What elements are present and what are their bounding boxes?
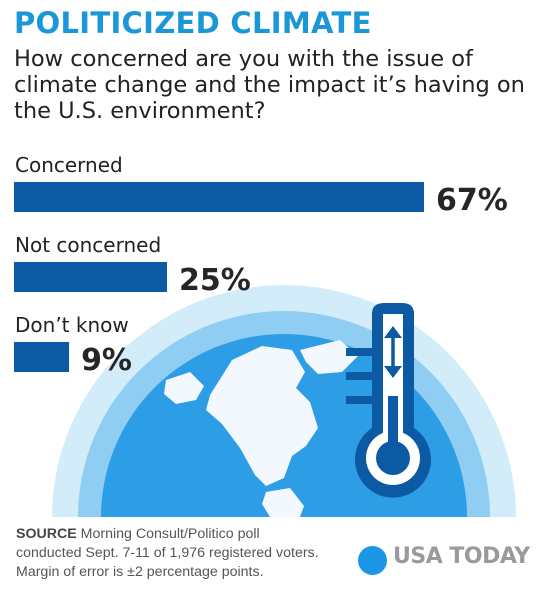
chart-title: POLITICIZED CLIMATE bbox=[14, 6, 372, 40]
thermometer-icon bbox=[346, 303, 431, 498]
brand-logo-text: USA TODAY bbox=[393, 544, 530, 569]
greenland-shape bbox=[300, 340, 358, 374]
category-label-don-t-know: Don’t know bbox=[15, 313, 129, 337]
value-label-not-concerned: 25% bbox=[179, 263, 251, 298]
bar-don-t-know bbox=[14, 342, 70, 372]
alaska-shape bbox=[164, 372, 204, 404]
bar-series: Concerned 67% Not concerned 25% Don’t know 9% bbox=[14, 153, 508, 378]
source-line-3: Margin of error is ±2 percentage points. bbox=[16, 564, 264, 580]
source-label: SOURCE bbox=[16, 526, 77, 542]
brand-logo-dot bbox=[358, 546, 387, 575]
south-america-shape bbox=[262, 488, 304, 517]
value-label-concerned: 67% bbox=[436, 183, 508, 218]
north-america-shape bbox=[206, 346, 318, 486]
chart-question: How concerned are you with the issue of … bbox=[14, 46, 525, 124]
bar-not-concerned bbox=[14, 262, 167, 292]
source-note: SOURCE Morning Consult/Politico poll cond… bbox=[16, 525, 319, 582]
bar-concerned bbox=[14, 182, 424, 212]
category-label-not-concerned: Not concerned bbox=[15, 233, 161, 257]
source-line-2: conducted Sept. 7-11 of 1,976 registered… bbox=[16, 545, 319, 561]
source-text: Morning Consult/Politico poll bbox=[80, 526, 260, 542]
category-label-concerned: Concerned bbox=[15, 153, 123, 177]
value-label-don-t-know: 9% bbox=[81, 343, 132, 378]
